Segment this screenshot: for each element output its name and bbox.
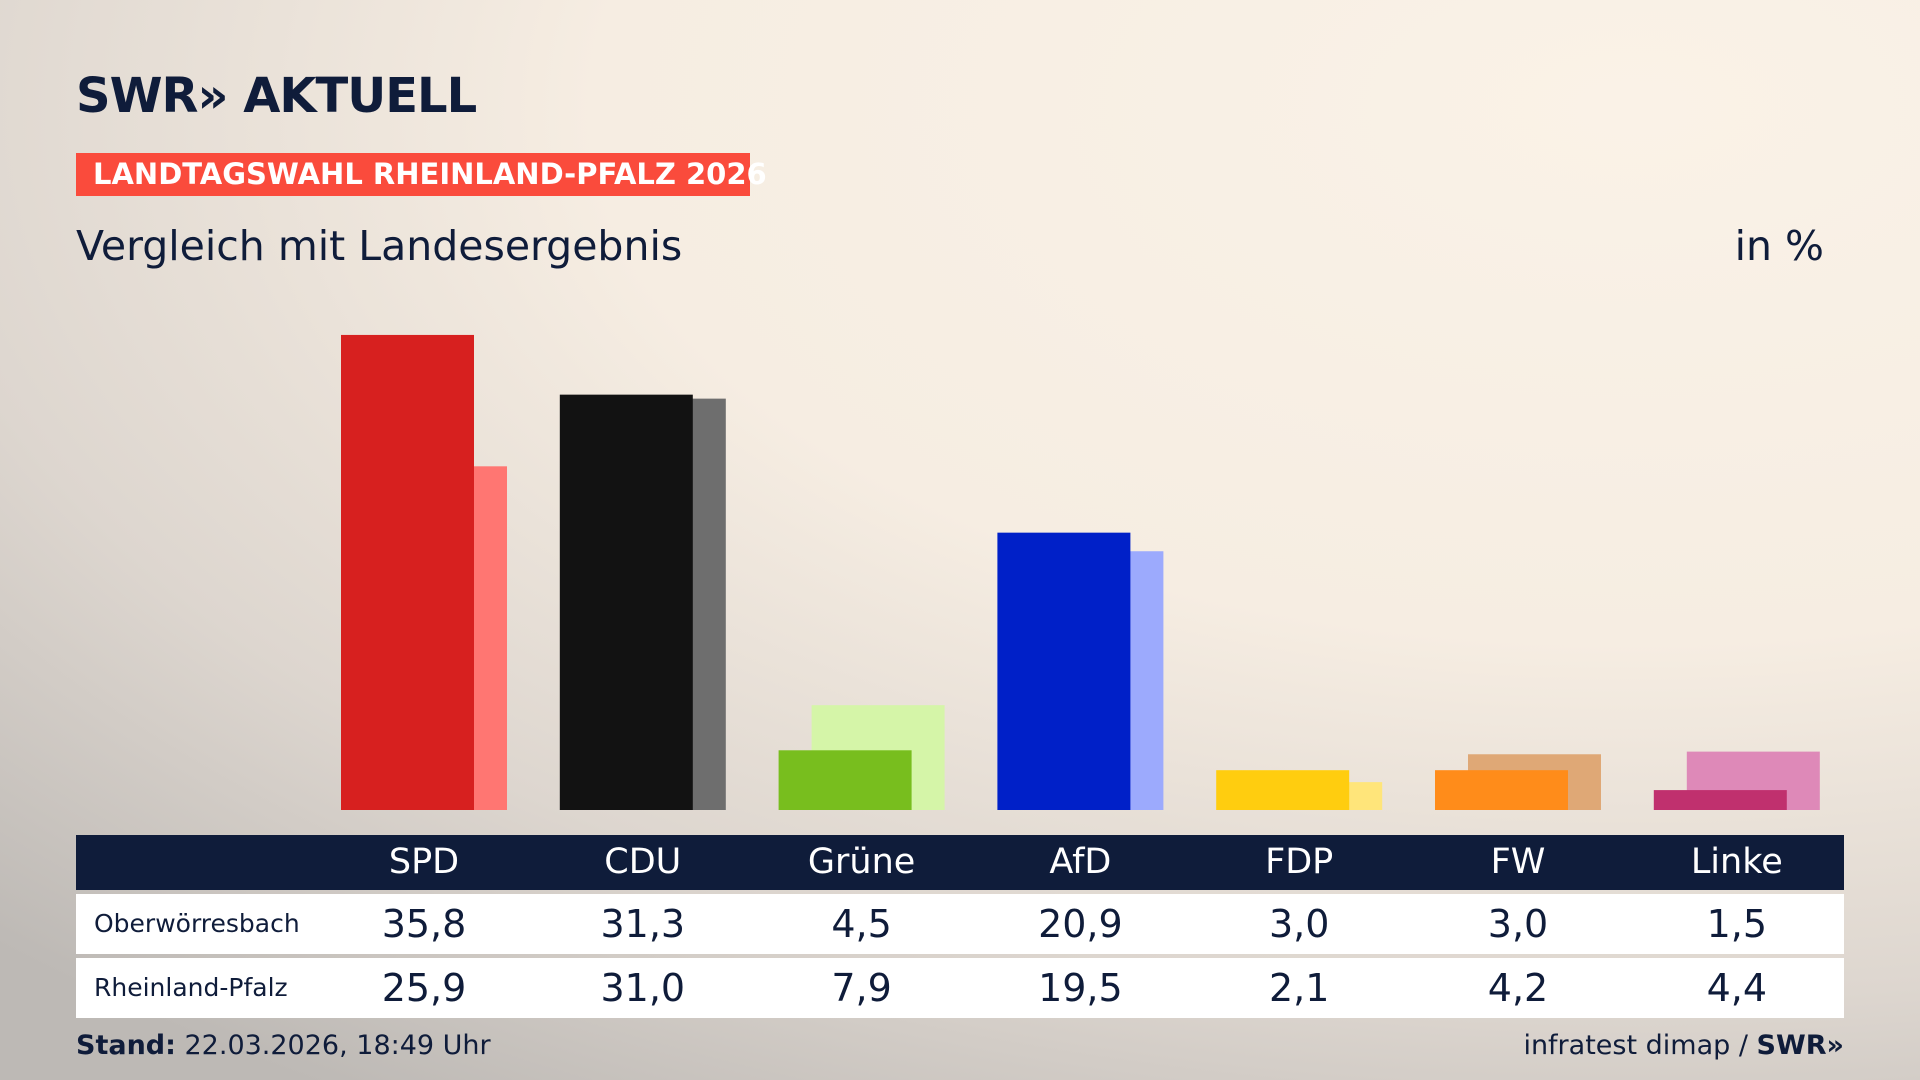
party-label: Linke [1690, 842, 1783, 882]
bar-cdu-local [559, 394, 693, 810]
value-cell: 19,5 [1038, 966, 1123, 1010]
bar-grüne-local [778, 750, 912, 810]
value-cell: 31,3 [600, 902, 686, 946]
value-cell: 4,2 [1487, 966, 1549, 1010]
row-label: Oberwörresbach [94, 909, 300, 938]
value-cell: 35,8 [381, 902, 467, 946]
table-row: Rheinland-Pfalz 25,9 31,0 7,9 19,5 2,1 4,2 4,4 [76, 958, 1844, 1018]
party-label: FDP [1265, 842, 1334, 882]
swr-logo: SWR» [1756, 1030, 1844, 1061]
swr-aktuell-logo: SWR» AKTUELL [76, 68, 477, 124]
table-row: Oberwörresbach 35,8 31,3 4,5 20,9 3,0 3,0 1,5 [76, 894, 1844, 954]
party-label: SPD [388, 842, 460, 882]
stand-label: Stand: [76, 1030, 176, 1061]
stand-value: 22.03.2026, 18:49 Uhr [175, 1030, 491, 1061]
timestamp: Stand: 22.03.2026, 18:49 Uhr [76, 1030, 491, 1061]
chart-subtitle: Vergleich mit Landesergebnis [76, 222, 683, 270]
unit-label: in % [1734, 222, 1824, 270]
value-cell: 2,1 [1268, 966, 1330, 1010]
bar-fdp-local [1216, 770, 1350, 810]
election-badge: LANDTAGSWAHL RHEINLAND-PFALZ 2026 [76, 153, 767, 196]
value-cell: 31,0 [600, 966, 686, 1010]
value-cell: 25,9 [381, 966, 467, 1010]
results-table: SPD CDU Grüne AfD FDP FW Linke Oberwörresbach 3… [76, 835, 1844, 1018]
party-label: AfD [1049, 842, 1112, 882]
bar-fw-local [1435, 770, 1568, 810]
party-label: FW [1490, 842, 1546, 882]
value-cell: 1,5 [1706, 902, 1768, 946]
party-label: CDU [604, 842, 682, 882]
row-label: Rheinland-Pfalz [94, 973, 288, 1002]
source-text: infratest dimap / [1523, 1030, 1757, 1061]
value-cell: 20,9 [1038, 902, 1123, 946]
value-cell: 3,0 [1487, 902, 1549, 946]
party-label: Grüne [807, 842, 916, 882]
value-cell: 4,5 [831, 902, 892, 946]
table-header: SPD CDU Grüne AfD FDP FW Linke [76, 835, 1844, 890]
value-cell: 4,4 [1706, 966, 1768, 1010]
bar-linke-local [1653, 790, 1787, 810]
value-cell: 3,0 [1268, 902, 1330, 946]
bar-afd-local [997, 532, 1131, 810]
source: infratest dimap / SWR» [1523, 1030, 1844, 1061]
bar-spd-local [341, 334, 474, 810]
value-cell: 7,9 [831, 966, 892, 1010]
